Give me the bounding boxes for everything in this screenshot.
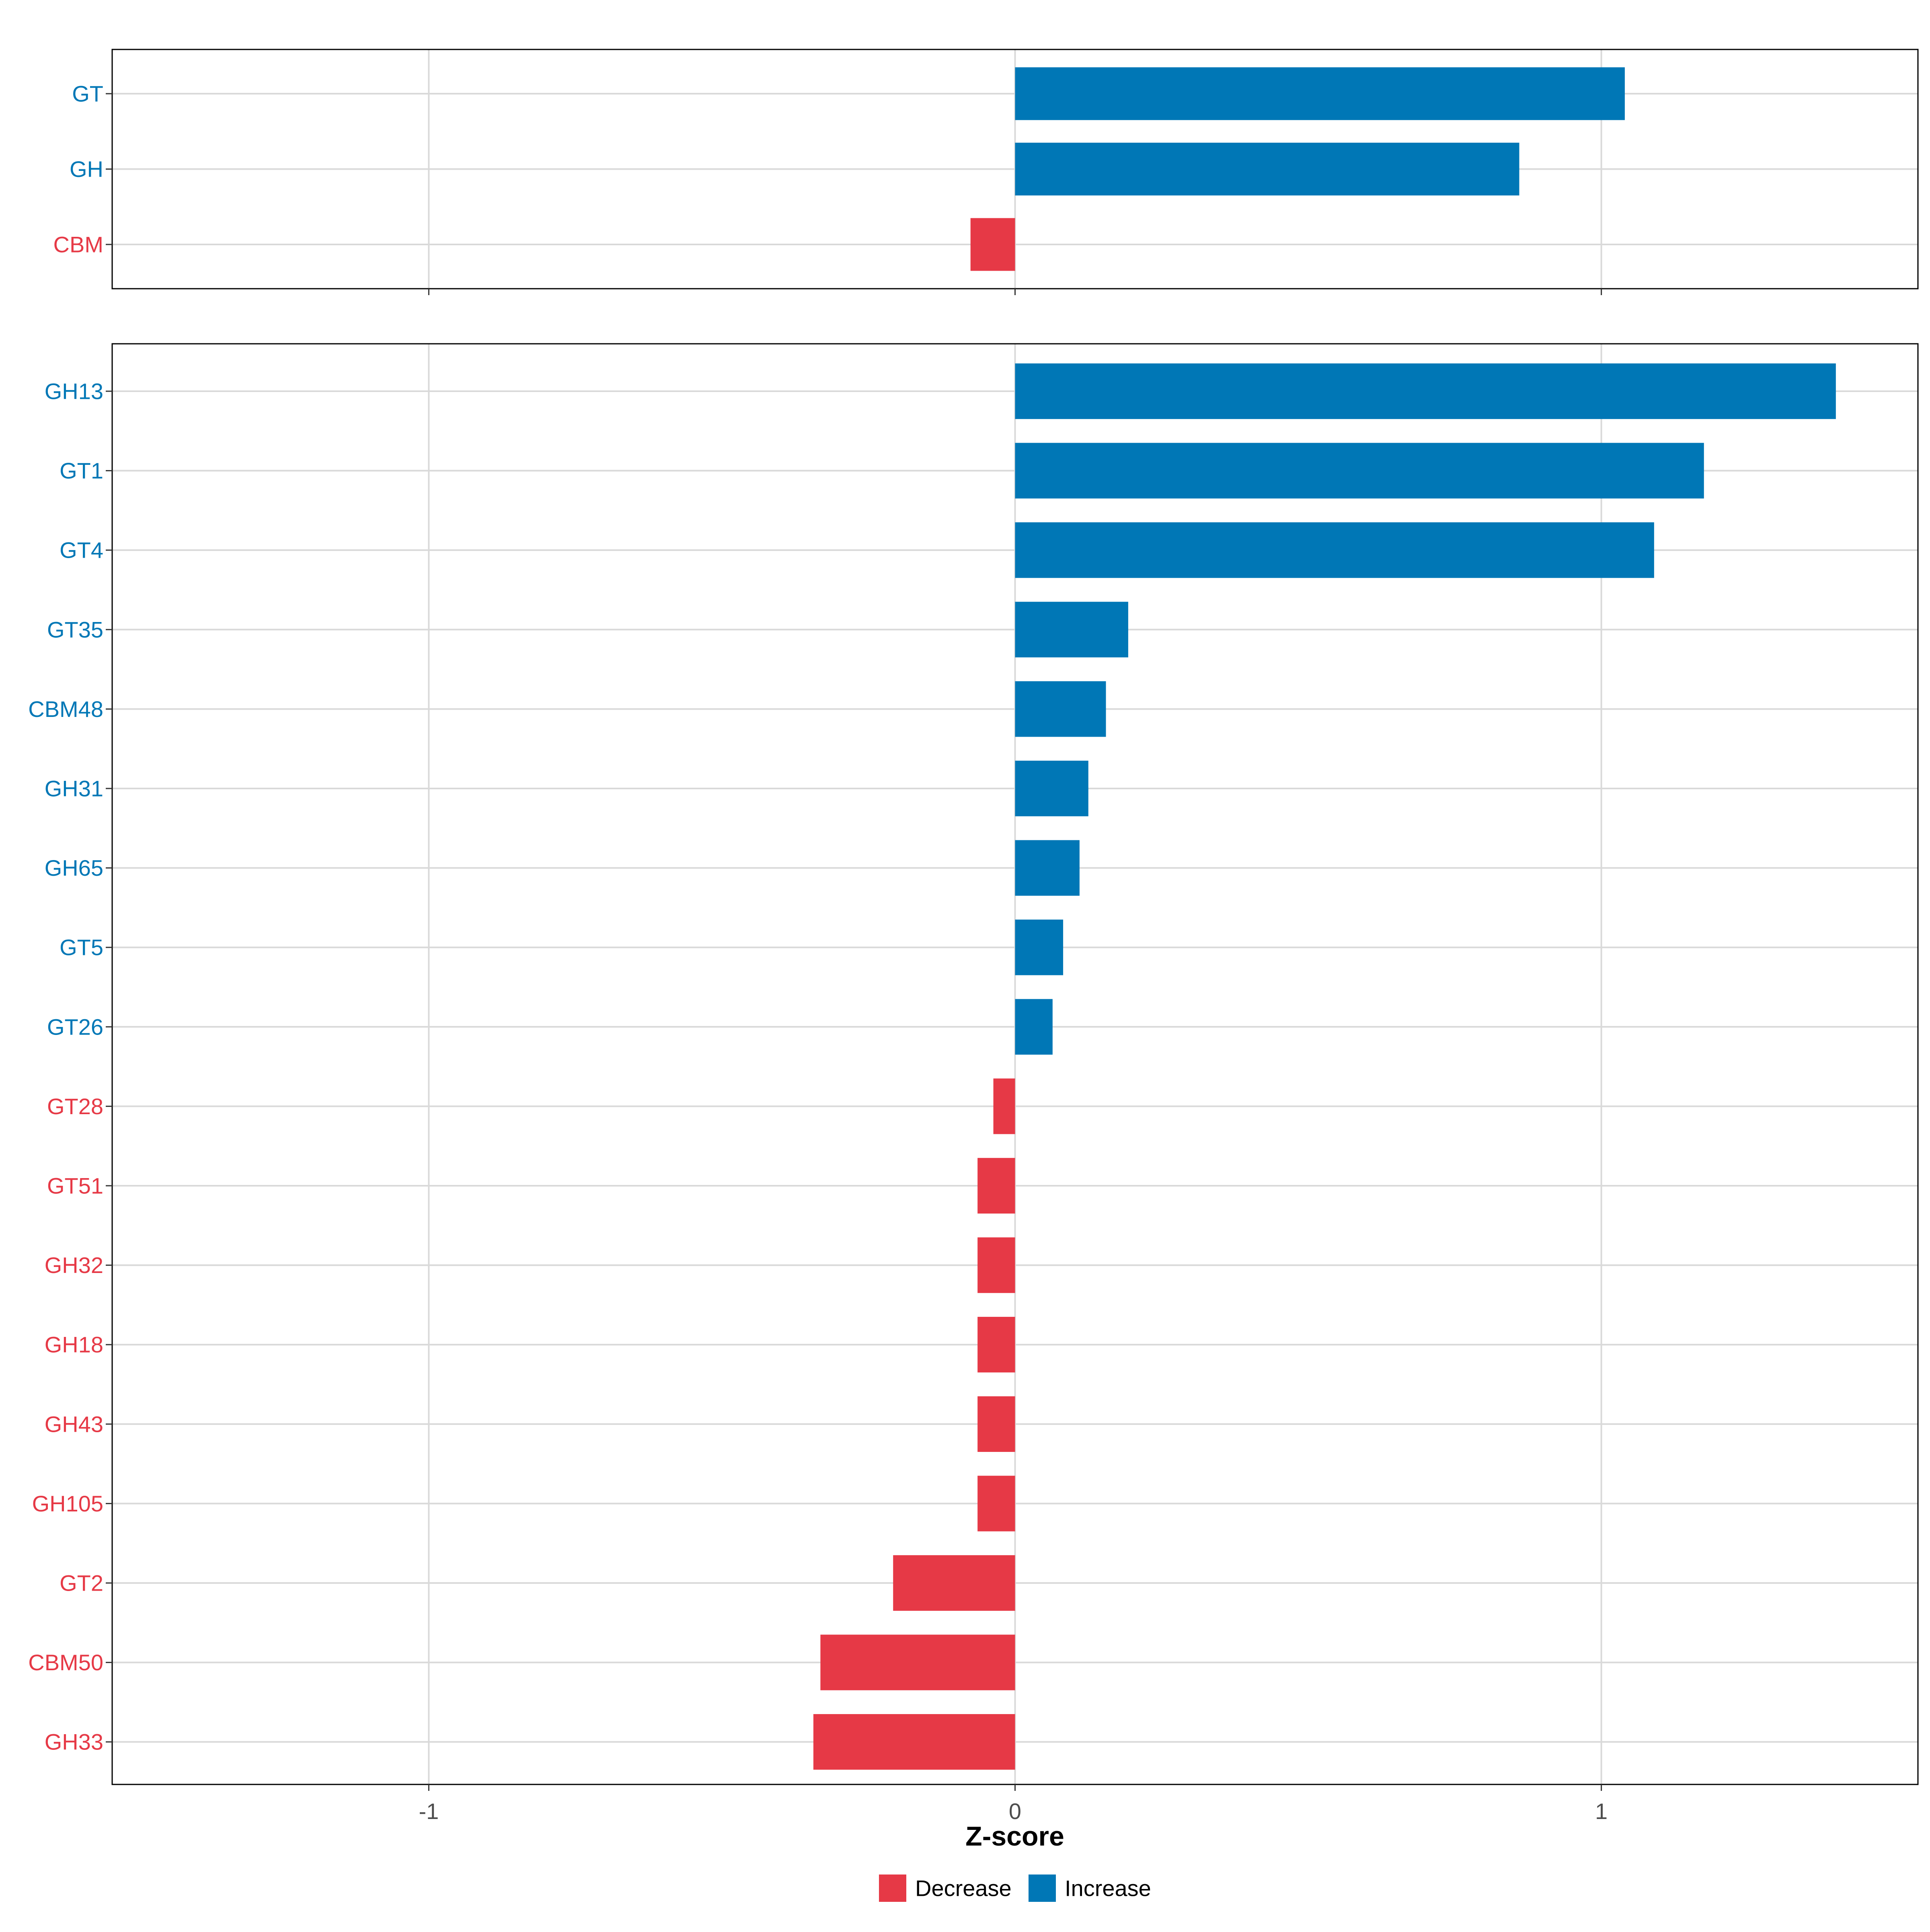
y-tick-label: GT5 — [60, 935, 103, 960]
bar-gh18 — [977, 1317, 1015, 1373]
bar-gh43 — [977, 1396, 1015, 1452]
bar-gh32 — [977, 1237, 1015, 1293]
y-tick-label: GH13 — [45, 379, 103, 404]
bar-gh31 — [1015, 760, 1088, 817]
bar-gt51 — [977, 1158, 1015, 1214]
bar-gt5 — [1015, 920, 1064, 975]
y-tick-label: GT4 — [60, 538, 103, 563]
bar-gh13 — [1015, 363, 1836, 419]
y-tick-label: CBM48 — [28, 696, 103, 722]
bar-gt35 — [1015, 602, 1128, 657]
y-tick-label: GH32 — [45, 1252, 103, 1278]
legend-label-decrease: Decrease — [915, 1876, 1012, 1901]
legend: Decrease Increase — [879, 1875, 1151, 1902]
bar-gh33 — [813, 1714, 1015, 1770]
legend-label-increase: Increase — [1065, 1876, 1151, 1901]
x-tick-label: -1 — [419, 1799, 439, 1824]
bar-gt — [1015, 67, 1625, 120]
y-tick-label: GH33 — [45, 1729, 103, 1755]
y-tick-label: GH18 — [45, 1332, 103, 1357]
x-tick-label: 1 — [1595, 1799, 1608, 1824]
bar-gt2 — [893, 1555, 1015, 1611]
y-tick-label: GT2 — [60, 1571, 103, 1596]
y-tick-label: GH43 — [45, 1411, 103, 1437]
y-tick-label: GT51 — [47, 1173, 103, 1199]
y-tick-label: GH — [70, 156, 103, 182]
y-tick-label: CBM — [53, 232, 103, 257]
x-tick-label: 0 — [1009, 1799, 1021, 1824]
legend-key-increase — [1029, 1875, 1056, 1902]
bar-cbm48 — [1015, 681, 1106, 737]
bar-gt1 — [1015, 443, 1704, 499]
y-tick-label: GH31 — [45, 776, 103, 801]
y-tick-label: GT1 — [60, 458, 103, 483]
y-tick-label: GH105 — [32, 1491, 103, 1516]
y-tick-label: CBM50 — [28, 1650, 103, 1675]
bar-gh65 — [1015, 840, 1080, 896]
y-tick-label: GT28 — [47, 1094, 103, 1119]
y-tick-label: GT26 — [47, 1014, 103, 1039]
bar-gt26 — [1015, 999, 1053, 1055]
x-axis-title: Z-score — [965, 1821, 1064, 1852]
y-tick-label: GT35 — [47, 617, 103, 642]
bar-cbm — [970, 218, 1015, 271]
bar-gt28 — [993, 1078, 1015, 1134]
bar-gh — [1015, 142, 1519, 196]
bar-cbm50 — [820, 1634, 1015, 1690]
bar-gt4 — [1015, 522, 1654, 578]
y-tick-label: GH65 — [45, 855, 103, 881]
bar-gh105 — [977, 1476, 1015, 1532]
legend-key-decrease — [879, 1875, 906, 1902]
y-tick-label: GT — [72, 81, 103, 107]
